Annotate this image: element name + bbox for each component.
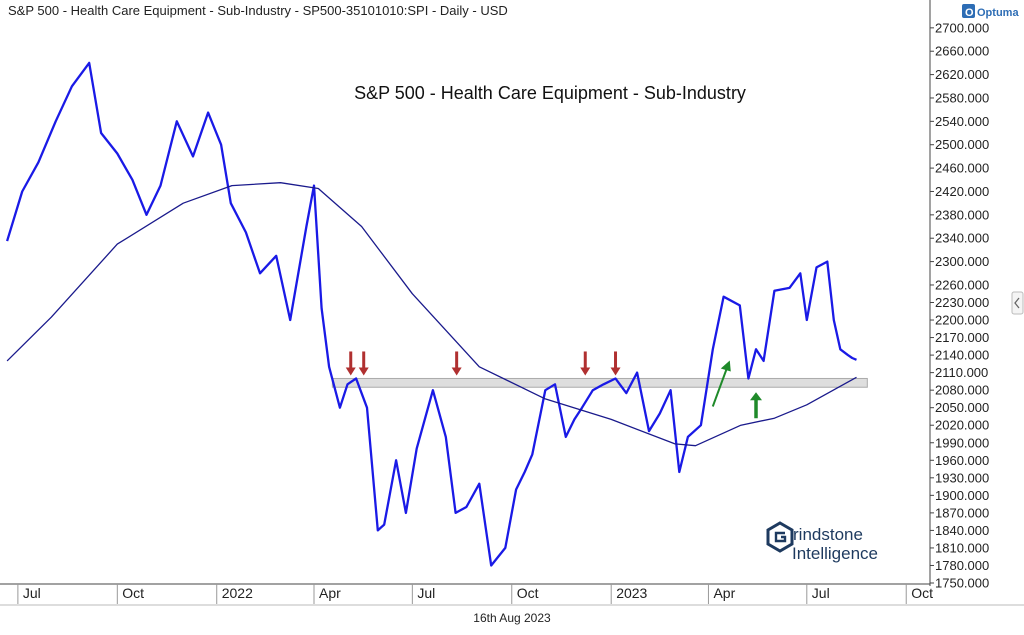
header-title: S&P 500 - Health Care Equipment - Sub-In… bbox=[8, 3, 508, 18]
x-tick-label: Apr bbox=[319, 585, 341, 601]
x-tick-label: Jul bbox=[417, 585, 435, 601]
y-tick-label: 2420.000 bbox=[935, 184, 989, 199]
grindstone-watermark: rindstone Intelligence bbox=[766, 521, 878, 563]
grindstone-logo-icon bbox=[766, 521, 794, 553]
y-tick-label: 1780.000 bbox=[935, 558, 989, 573]
scroll-handle[interactable] bbox=[1011, 291, 1024, 315]
optuma-logo-letter: O bbox=[965, 7, 974, 19]
price-line bbox=[5, 61, 857, 567]
y-tick-label: 2200.000 bbox=[935, 313, 989, 328]
y-tick-label: 2110.000 bbox=[935, 365, 988, 380]
grindstone-g-mark bbox=[774, 531, 787, 543]
y-tick-label: 2660.000 bbox=[935, 44, 989, 59]
y-tick-label: 2380.000 bbox=[935, 207, 989, 222]
resistance-arrow-head bbox=[451, 367, 462, 376]
support-arrow-head bbox=[720, 360, 731, 372]
y-tick-label: 2260.000 bbox=[935, 277, 989, 292]
chart-title: S&P 500 - Health Care Equipment - Sub-In… bbox=[354, 83, 746, 103]
y-tick-label: 1990.000 bbox=[935, 435, 989, 450]
y-tick-label: 2700.000 bbox=[935, 20, 989, 35]
y-tick-label: 2170.000 bbox=[935, 330, 989, 345]
y-tick-label: 2580.000 bbox=[935, 90, 989, 105]
chevron-left-icon bbox=[1014, 297, 1020, 309]
resistance-arrow-head bbox=[345, 367, 356, 376]
resistance-arrow-head bbox=[610, 367, 621, 376]
x-tick-label: Jul bbox=[812, 585, 830, 601]
x-axis: Jul Oct 2022 Apr Jul Oct 2023 Apr Jul Oct bbox=[0, 583, 1024, 606]
support-arrow bbox=[711, 368, 728, 407]
x-tick-label: Oct bbox=[122, 585, 144, 601]
y-tick-label: 2340.000 bbox=[935, 231, 989, 246]
y-tick-label: 2500.000 bbox=[935, 137, 989, 152]
y-tick-label: 1870.000 bbox=[935, 505, 989, 520]
y-tick-label: 2300.000 bbox=[935, 254, 989, 269]
x-tick-label: Oct bbox=[517, 585, 539, 601]
y-tick-label: 1930.000 bbox=[935, 470, 989, 485]
y-tick-label: 1900.000 bbox=[935, 488, 989, 503]
x-tick-label: 2022 bbox=[222, 585, 253, 601]
y-tick-label: 1960.000 bbox=[935, 453, 989, 468]
optuma-logo-mark bbox=[962, 4, 975, 18]
series-layer bbox=[5, 61, 857, 567]
optuma-label: Optuma bbox=[977, 7, 1019, 19]
watermark-line1: rindstone bbox=[793, 525, 863, 544]
y-tick-label: 2020.000 bbox=[935, 418, 989, 433]
x-tick-label: Apr bbox=[713, 585, 735, 601]
y-tick-label: 1810.000 bbox=[935, 540, 989, 555]
resistance-arrow-head bbox=[358, 367, 369, 376]
footer-date-label: 16th Aug 2023 bbox=[473, 611, 551, 625]
resistance-arrow-head bbox=[580, 367, 591, 376]
moving-average-line bbox=[6, 182, 857, 447]
watermark-line2: Intelligence bbox=[792, 544, 878, 563]
y-tick-label: 2620.000 bbox=[935, 67, 989, 82]
y-axis: 2700.000 2660.000 2620.000 2580.000 2540.000… bbox=[929, 0, 989, 591]
y-tick-label: 2540.000 bbox=[935, 114, 989, 129]
y-tick-label: 1750.000 bbox=[935, 576, 989, 591]
y-tick-label: 2050.000 bbox=[935, 400, 989, 415]
y-tick-label: 1840.000 bbox=[935, 523, 989, 538]
support-arrow-head bbox=[750, 392, 763, 401]
y-tick-label: 2230.000 bbox=[935, 295, 989, 310]
x-tick-label: Jul bbox=[23, 585, 41, 601]
y-tick-label: 2080.000 bbox=[935, 383, 989, 398]
optuma-logo: O Optuma bbox=[962, 4, 1019, 19]
x-tick-label: Oct bbox=[911, 585, 933, 601]
y-tick-label: 2460.000 bbox=[935, 161, 989, 176]
annotation-arrows bbox=[345, 351, 763, 419]
y-tick-label: 2140.000 bbox=[935, 348, 989, 363]
x-tick-label: 2023 bbox=[616, 585, 647, 601]
